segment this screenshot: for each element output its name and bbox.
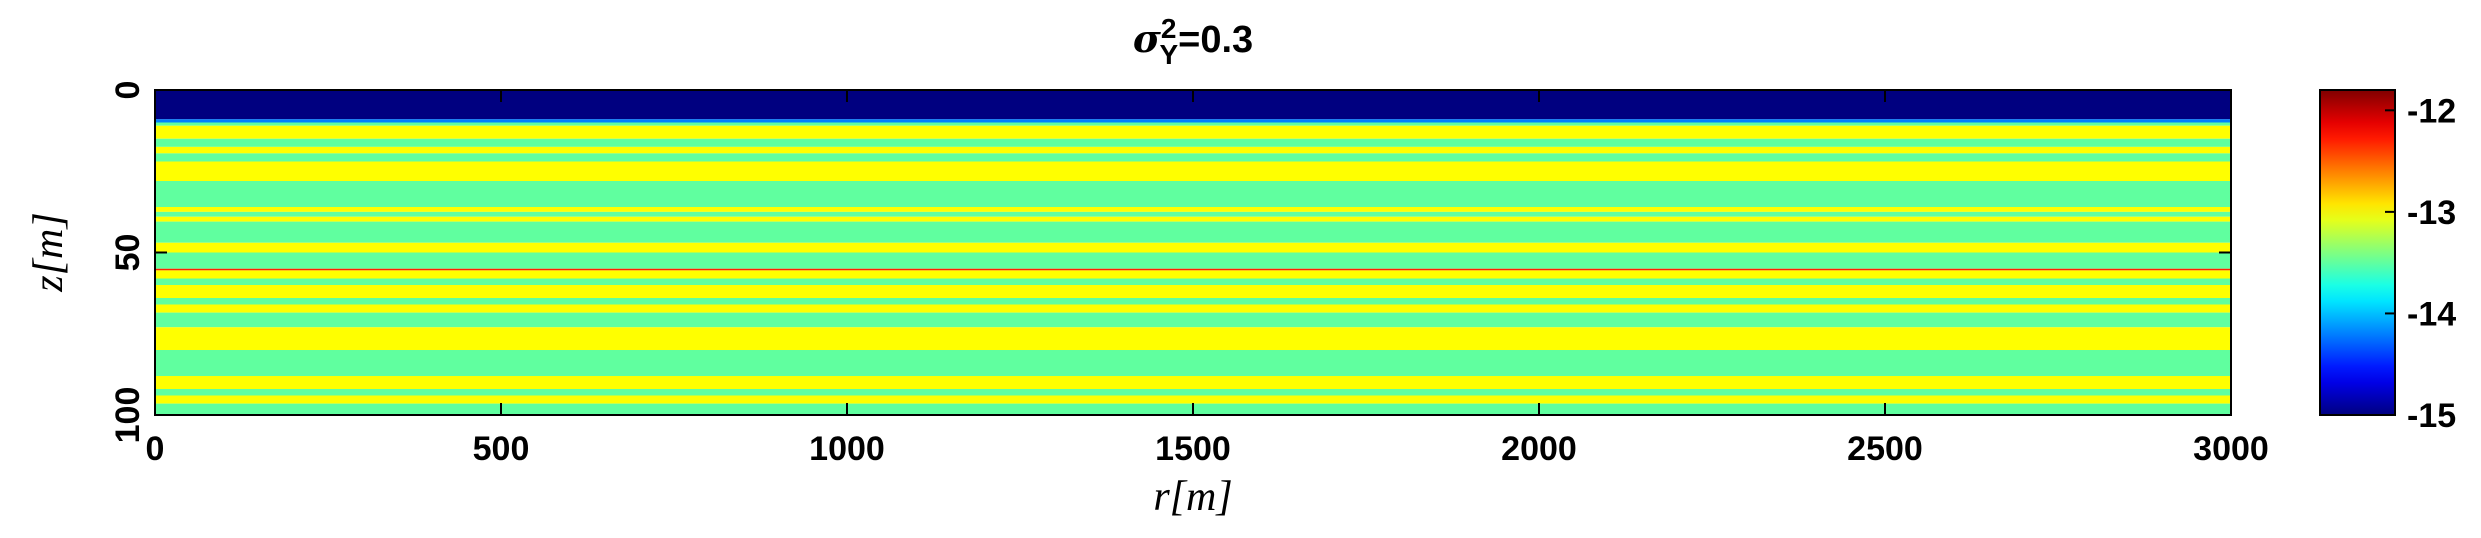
colorbar-tick-label: -13	[2407, 194, 2456, 232]
title-subscript: Y	[1159, 39, 1178, 70]
chart-title: σ2 Y=0.3	[1133, 13, 1253, 70]
layer	[155, 304, 2231, 313]
layer	[155, 216, 2231, 222]
layer	[155, 268, 2231, 271]
x-tick-label: 3000	[2193, 430, 2269, 468]
x-tick-label: 2000	[1501, 430, 1577, 468]
x-tick-label: 2500	[1847, 430, 1923, 468]
layer	[155, 221, 2231, 243]
y-tick-label: 0	[109, 81, 147, 100]
layer	[155, 161, 2231, 181]
layer	[155, 327, 2231, 350]
layer	[155, 146, 2231, 154]
layer	[155, 350, 2231, 376]
layer	[155, 119, 2231, 123]
layer	[155, 242, 2231, 253]
layer	[155, 395, 2231, 404]
colorbar	[2319, 89, 2396, 416]
x-tick-label: 1500	[1155, 430, 1231, 468]
layer	[155, 252, 2231, 269]
colorbar-tick-label: -15	[2407, 397, 2456, 435]
y-tick-label: 100	[109, 387, 147, 444]
layer	[155, 312, 2231, 328]
x-tick-label: 0	[146, 430, 165, 468]
colorbar-tick-label: -12	[2407, 92, 2456, 130]
layer	[155, 376, 2231, 389]
x-axis-label: r[m]	[1153, 474, 1232, 520]
layer	[155, 285, 2231, 298]
layer	[155, 298, 2231, 305]
layer	[155, 207, 2231, 212]
title-rest: =0.3	[1178, 19, 1253, 61]
layer	[155, 211, 2231, 217]
title-superscript: 2	[1161, 13, 1177, 44]
title-symbol: σ	[1133, 16, 1162, 61]
layer	[155, 278, 2231, 285]
layer	[155, 138, 2231, 147]
layer	[155, 181, 2231, 207]
layer	[155, 125, 2231, 139]
y-axis-label: z[m]	[26, 212, 72, 292]
layer	[155, 270, 2231, 279]
y-tick-label: 50	[109, 234, 147, 272]
layer	[155, 153, 2231, 162]
colorbar-tick-label: -14	[2407, 295, 2456, 333]
plot-area	[155, 90, 2231, 415]
x-tick-label: 1000	[809, 430, 885, 468]
layer	[155, 122, 2231, 126]
layer	[155, 389, 2231, 396]
x-tick-label: 500	[473, 430, 530, 468]
